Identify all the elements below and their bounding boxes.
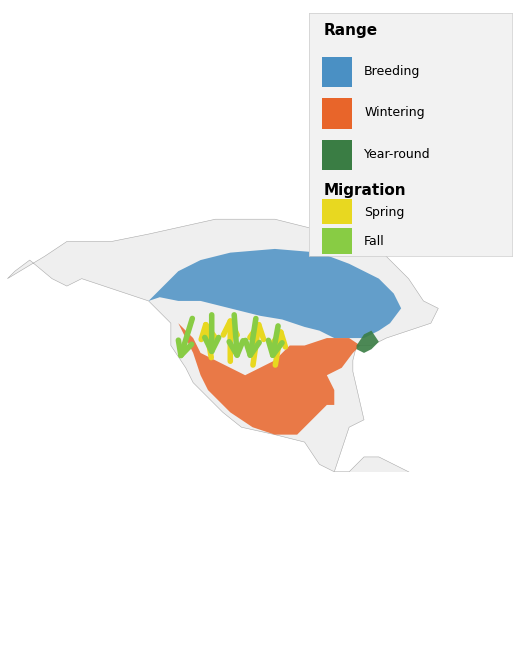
Text: Breeding: Breeding [364,65,421,78]
FancyBboxPatch shape [321,98,352,128]
Polygon shape [357,331,379,353]
FancyBboxPatch shape [321,140,352,170]
Polygon shape [149,249,401,338]
Polygon shape [178,323,360,435]
Polygon shape [7,219,438,471]
Text: Fall: Fall [364,235,385,248]
Text: Migration: Migration [323,183,406,198]
FancyBboxPatch shape [321,57,352,87]
Text: Wintering: Wintering [364,106,425,119]
Polygon shape [334,457,505,665]
FancyBboxPatch shape [321,199,352,225]
Text: Year-round: Year-round [364,148,431,160]
FancyBboxPatch shape [321,228,352,253]
Text: Range: Range [323,23,378,38]
Text: Spring: Spring [364,206,405,219]
